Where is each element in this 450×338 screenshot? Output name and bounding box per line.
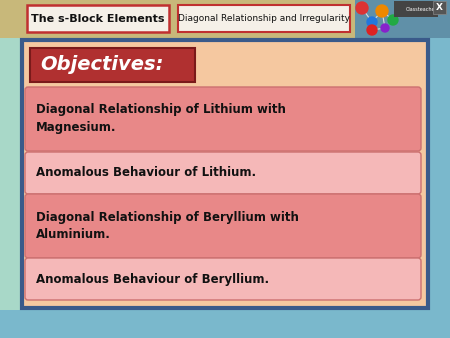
- Circle shape: [376, 5, 388, 17]
- FancyBboxPatch shape: [433, 1, 446, 14]
- FancyBboxPatch shape: [355, 0, 450, 38]
- FancyBboxPatch shape: [25, 152, 421, 194]
- Text: Diagonal Relationship of Beryllium with
Aluminium.: Diagonal Relationship of Beryllium with …: [36, 211, 299, 241]
- FancyBboxPatch shape: [25, 194, 421, 258]
- Circle shape: [381, 24, 389, 32]
- Text: X: X: [436, 3, 443, 12]
- FancyBboxPatch shape: [30, 48, 195, 82]
- FancyBboxPatch shape: [0, 310, 450, 338]
- FancyBboxPatch shape: [428, 0, 450, 338]
- Text: Diagonal Relationship and Irregularity: Diagonal Relationship and Irregularity: [178, 14, 350, 23]
- Circle shape: [367, 25, 377, 35]
- FancyBboxPatch shape: [27, 5, 169, 32]
- FancyBboxPatch shape: [394, 1, 438, 17]
- Text: Objectives:: Objectives:: [40, 55, 163, 74]
- Text: The s-Block Elements: The s-Block Elements: [31, 14, 165, 24]
- FancyBboxPatch shape: [0, 0, 450, 38]
- Text: Anomalous Behaviour of Lithium.: Anomalous Behaviour of Lithium.: [36, 167, 256, 179]
- Circle shape: [388, 15, 398, 25]
- Circle shape: [367, 17, 377, 27]
- FancyBboxPatch shape: [0, 0, 22, 338]
- FancyBboxPatch shape: [22, 40, 428, 308]
- Text: Classteacher: Classteacher: [406, 7, 437, 12]
- Text: Diagonal Relationship of Lithium with
Magnesium.: Diagonal Relationship of Lithium with Ma…: [36, 103, 286, 135]
- Text: Anomalous Behaviour of Beryllium.: Anomalous Behaviour of Beryllium.: [36, 272, 269, 286]
- FancyBboxPatch shape: [178, 5, 350, 32]
- FancyBboxPatch shape: [25, 258, 421, 300]
- FancyBboxPatch shape: [25, 87, 421, 151]
- Circle shape: [356, 2, 368, 14]
